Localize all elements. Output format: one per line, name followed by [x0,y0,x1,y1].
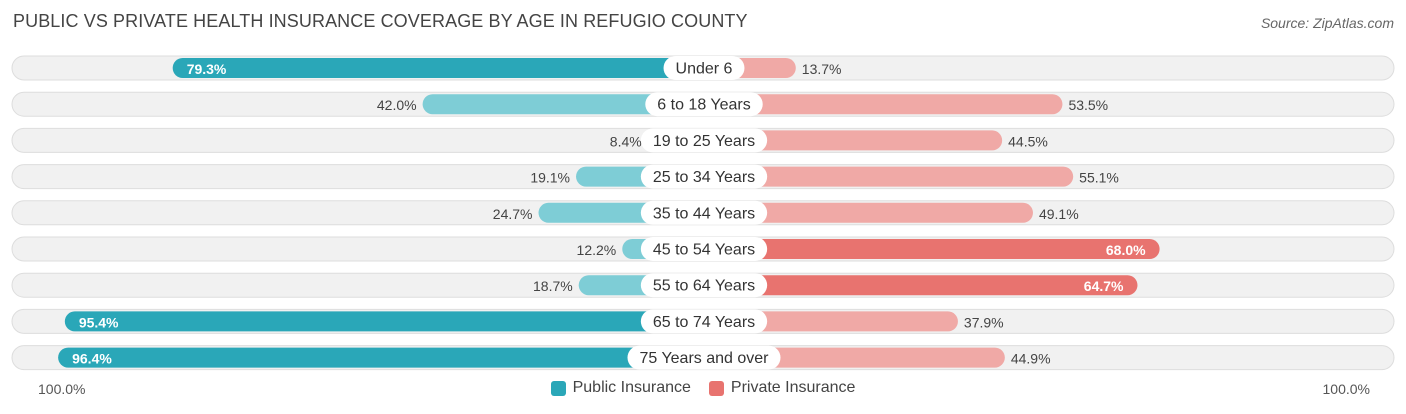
category-pill [640,273,768,298]
category-pill [640,237,768,261]
public-bar [64,311,704,332]
private-bar [704,275,1138,296]
category-label: 65 to 74 Years [653,314,755,331]
source-label: Source: ZipAtlas.com [1260,15,1394,31]
private-bar [704,239,1160,259]
category-label: 55 to 64 Years [653,278,755,295]
category-pill [640,164,768,189]
category-pill [640,200,768,225]
private-bar [704,166,1074,187]
private-value-label: 37.9% [964,314,1004,330]
category-label: Under 6 [676,61,733,78]
private-value-label: 64.7% [1084,278,1124,294]
category-label: 25 to 34 Years [653,169,755,186]
category-label: 35 to 44 Years [653,205,755,222]
category-label: 75 Years and over [640,350,770,367]
axis-right-label: 100.0% [1322,381,1370,397]
legend-label-public: Public Insurance [572,379,691,396]
category-label: 19 to 25 Years [653,133,755,150]
public-value-label: 96.4% [72,351,112,367]
public-value-label: 8.4% [610,133,642,149]
public-bar [422,94,704,115]
public-bar [58,347,705,368]
private-bar [704,202,1033,223]
category-pill [640,309,768,334]
public-value-label: 79.3% [187,61,227,77]
private-value-label: 53.5% [1068,97,1108,113]
category-label: 6 to 18 Years [657,97,750,114]
category-pill [627,345,781,370]
private-value-label: 44.5% [1008,133,1048,149]
legend-item-public: Public Insurance [550,379,691,397]
chart-title: PUBLIC VS PRIVATE HEALTH INSURANCE COVER… [13,11,748,31]
public-value-label: 12.2% [577,242,617,258]
private-value-label: 13.7% [802,61,842,77]
private-bar [704,130,1003,151]
public-value-label: 19.1% [530,170,570,186]
private-value-label: 68.0% [1106,242,1146,258]
private-bar [704,311,958,332]
category-pill [645,92,763,117]
public-value-label: 42.0% [377,97,417,113]
legend-swatch-public [550,380,566,396]
private-value-label: 49.1% [1039,206,1079,222]
legend-label-private: Private Insurance [730,379,856,396]
legend-swatch-private [708,380,724,396]
category-pill [663,56,745,80]
public-value-label: 95.4% [79,314,119,330]
legend: Public Insurance Private Insurance [0,379,1406,397]
legend-item-private: Private Insurance [708,379,856,397]
category-pill [640,128,768,153]
private-value-label: 55.1% [1079,170,1119,186]
public-value-label: 18.7% [533,278,573,294]
category-label: 45 to 54 Years [653,242,755,259]
public-value-label: 24.7% [493,206,533,222]
private-value-label: 44.9% [1011,351,1051,367]
private-bar [704,94,1063,115]
axis-left-label: 100.0% [38,381,86,397]
public-bar [172,58,704,78]
